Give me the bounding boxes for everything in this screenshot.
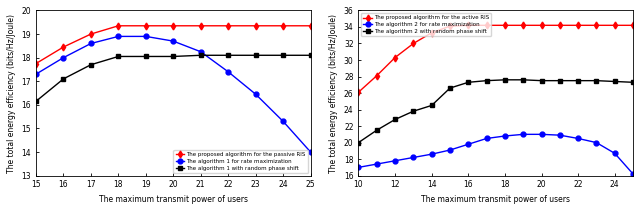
The algorithm 1 for rate maximization xyxy=(115,35,122,38)
Line: The algorithm 2 with random phase shift: The algorithm 2 with random phase shift xyxy=(356,77,636,145)
Line: The proposed algorithm for the passive RIS: The proposed algorithm for the passive R… xyxy=(33,23,313,66)
The algorithm 1 for rate maximization xyxy=(87,42,95,45)
The proposed algorithm for the passive RIS xyxy=(197,24,205,27)
The algorithm 2 with random phase shift xyxy=(483,79,490,82)
The proposed algorithm for the passive RIS xyxy=(170,24,177,27)
The algorithm 1 for rate maximization xyxy=(252,93,259,96)
The proposed algorithm for the passive RIS xyxy=(225,24,232,27)
The algorithm 1 for rate maximization xyxy=(279,120,287,123)
The algorithm 1 with random phase shift xyxy=(115,55,122,58)
Legend: The proposed algorithm for the active RIS, The algorithm 2 for rate maximization: The proposed algorithm for the active RI… xyxy=(361,13,492,36)
The proposed algorithm for the active RIS xyxy=(538,24,545,27)
Legend: The proposed algorithm for the passive RIS, The algorithm 1 for rate maximizatio: The proposed algorithm for the passive R… xyxy=(173,150,308,173)
The algorithm 1 for rate maximization xyxy=(60,56,67,59)
The proposed algorithm for the passive RIS xyxy=(279,24,287,27)
The algorithm 2 for rate maximization xyxy=(501,135,509,137)
The proposed algorithm for the active RIS xyxy=(355,91,362,93)
The algorithm 2 with random phase shift xyxy=(391,118,399,121)
The algorithm 2 with random phase shift xyxy=(501,78,509,81)
The algorithm 1 with random phase shift xyxy=(87,64,95,66)
The algorithm 2 for rate maximization xyxy=(556,134,564,137)
The algorithm 2 for rate maximization xyxy=(465,143,472,146)
Line: The algorithm 1 with random phase shift: The algorithm 1 with random phase shift xyxy=(33,53,313,104)
The algorithm 1 with random phase shift xyxy=(307,54,314,57)
The proposed algorithm for the active RIS xyxy=(501,24,509,27)
The algorithm 1 for rate maximization xyxy=(307,151,314,153)
The algorithm 2 for rate maximization xyxy=(428,153,436,156)
The algorithm 2 with random phase shift xyxy=(520,78,527,81)
Line: The algorithm 1 for rate maximization: The algorithm 1 for rate maximization xyxy=(33,34,313,154)
The algorithm 2 with random phase shift xyxy=(410,110,417,112)
The algorithm 2 with random phase shift xyxy=(446,87,454,89)
Line: The proposed algorithm for the active RIS: The proposed algorithm for the active RI… xyxy=(356,23,636,95)
The proposed algorithm for the passive RIS xyxy=(60,46,67,48)
The proposed algorithm for the active RIS xyxy=(611,24,619,27)
The proposed algorithm for the passive RIS xyxy=(32,62,40,65)
The proposed algorithm for the active RIS xyxy=(629,24,637,27)
The algorithm 1 for rate maximization xyxy=(225,70,232,73)
The algorithm 2 for rate maximization xyxy=(538,133,545,136)
The proposed algorithm for the active RIS xyxy=(483,24,490,27)
The algorithm 1 for rate maximization xyxy=(142,35,150,38)
The algorithm 2 for rate maximization xyxy=(446,149,454,151)
Y-axis label: The total energy efficiency (bits/Hz/Joule): The total energy efficiency (bits/Hz/Jou… xyxy=(7,14,16,173)
The algorithm 2 for rate maximization xyxy=(574,137,582,140)
The proposed algorithm for the active RIS xyxy=(556,24,564,27)
The algorithm 2 with random phase shift xyxy=(611,80,619,83)
The proposed algorithm for the active RIS xyxy=(428,31,436,34)
The proposed algorithm for the active RIS xyxy=(410,42,417,45)
The algorithm 2 for rate maximization xyxy=(593,141,600,144)
The algorithm 2 with random phase shift xyxy=(556,79,564,82)
The algorithm 1 for rate maximization xyxy=(197,50,205,53)
The algorithm 2 for rate maximization xyxy=(611,152,619,155)
The proposed algorithm for the active RIS xyxy=(593,24,600,27)
The algorithm 2 with random phase shift xyxy=(593,79,600,82)
The algorithm 2 with random phase shift xyxy=(538,79,545,82)
The algorithm 2 for rate maximization xyxy=(410,156,417,159)
The proposed algorithm for the passive RIS xyxy=(252,24,259,27)
The proposed algorithm for the active RIS xyxy=(574,24,582,27)
The algorithm 2 with random phase shift xyxy=(629,81,637,84)
The algorithm 1 with random phase shift xyxy=(252,54,259,57)
The proposed algorithm for the passive RIS xyxy=(115,24,122,27)
Line: The algorithm 2 for rate maximization: The algorithm 2 for rate maximization xyxy=(356,132,636,176)
The algorithm 1 for rate maximization xyxy=(170,40,177,42)
X-axis label: The maximum transmit power of users: The maximum transmit power of users xyxy=(99,195,248,204)
The algorithm 2 for rate maximization xyxy=(391,160,399,162)
The algorithm 2 for rate maximization xyxy=(355,166,362,169)
The algorithm 2 for rate maximization xyxy=(520,133,527,136)
The proposed algorithm for the passive RIS xyxy=(307,24,314,27)
The proposed algorithm for the active RIS xyxy=(520,24,527,27)
The algorithm 2 for rate maximization xyxy=(373,163,381,165)
The algorithm 2 with random phase shift xyxy=(428,104,436,107)
The algorithm 1 for rate maximization xyxy=(32,73,40,75)
The algorithm 1 with random phase shift xyxy=(197,54,205,57)
The algorithm 1 with random phase shift xyxy=(32,100,40,103)
The algorithm 2 with random phase shift xyxy=(574,79,582,82)
The algorithm 2 with random phase shift xyxy=(373,129,381,131)
The algorithm 2 for rate maximization xyxy=(629,173,637,175)
The algorithm 1 with random phase shift xyxy=(170,55,177,58)
The algorithm 1 with random phase shift xyxy=(279,54,287,57)
The algorithm 2 for rate maximization xyxy=(483,137,490,140)
The algorithm 2 with random phase shift xyxy=(465,81,472,84)
The proposed algorithm for the passive RIS xyxy=(87,33,95,35)
The algorithm 2 with random phase shift xyxy=(355,141,362,144)
The algorithm 1 with random phase shift xyxy=(60,78,67,80)
The proposed algorithm for the active RIS xyxy=(373,74,381,77)
The algorithm 1 with random phase shift xyxy=(225,54,232,57)
The proposed algorithm for the active RIS xyxy=(446,25,454,27)
X-axis label: The maximum transmit power of users: The maximum transmit power of users xyxy=(421,195,570,204)
Y-axis label: The total energy efficiency (bits/Hz/Joule): The total energy efficiency (bits/Hz/Jou… xyxy=(330,14,339,173)
The proposed algorithm for the active RIS xyxy=(391,56,399,59)
The algorithm 1 with random phase shift xyxy=(142,55,150,58)
The proposed algorithm for the passive RIS xyxy=(142,24,150,27)
The proposed algorithm for the active RIS xyxy=(465,24,472,27)
